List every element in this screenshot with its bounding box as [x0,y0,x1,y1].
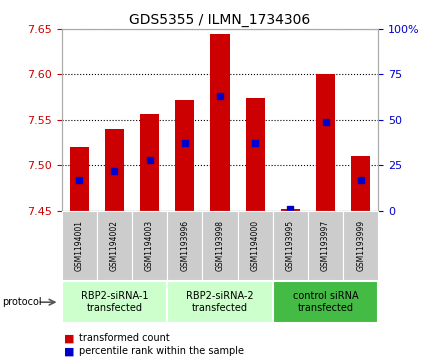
Bar [140,114,159,211]
Text: GSM1194002: GSM1194002 [110,220,119,272]
Bar [281,209,300,211]
Text: GSM1193997: GSM1193997 [321,220,330,272]
Text: GDS5355 / ILMN_1734306: GDS5355 / ILMN_1734306 [129,13,311,27]
Bar [210,33,230,211]
Text: RBP2-siRNA-2
transfected: RBP2-siRNA-2 transfected [186,291,254,313]
Bar [70,147,89,211]
Text: GSM1194001: GSM1194001 [75,220,84,272]
Text: ■: ■ [64,347,74,357]
Bar [351,156,370,211]
Text: transformed count: transformed count [79,333,170,343]
Bar [175,100,194,211]
Text: GSM1193996: GSM1193996 [180,220,189,272]
Text: percentile rank within the sample: percentile rank within the sample [79,346,244,356]
Text: GSM1193998: GSM1193998 [216,220,224,272]
Bar [316,73,335,211]
Text: RBP2-siRNA-1
transfected: RBP2-siRNA-1 transfected [81,291,148,313]
Bar [105,129,124,211]
Text: GSM1193995: GSM1193995 [286,220,295,272]
Text: ■: ■ [64,334,74,344]
Text: control siRNA
transfected: control siRNA transfected [293,291,359,313]
Text: GSM1194003: GSM1194003 [145,220,154,272]
Bar [246,98,265,211]
Text: protocol: protocol [2,297,42,307]
Text: GSM1194000: GSM1194000 [251,220,260,272]
Text: GSM1193999: GSM1193999 [356,220,365,272]
